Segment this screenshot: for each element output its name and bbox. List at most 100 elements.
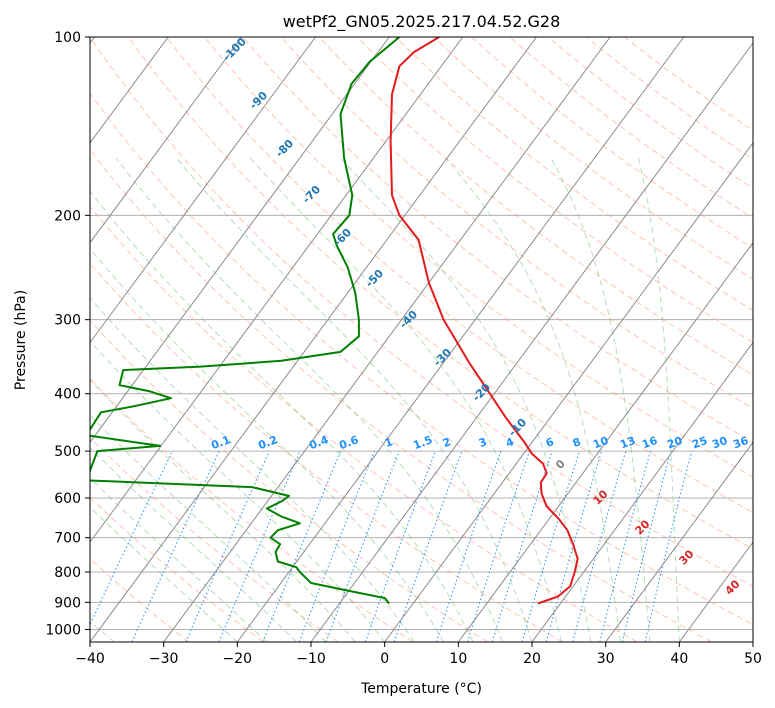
y-tick-label: 700 (54, 531, 81, 547)
dry-adiabat (166, 37, 753, 514)
moist-adiabat (550, 157, 651, 642)
dry-adiabat (90, 205, 638, 642)
pressure-gridlines (90, 37, 753, 630)
moist-adiabat (445, 157, 621, 642)
dry-adiabat (242, 37, 753, 443)
isotherm (605, 441, 753, 642)
isotherm (310, 42, 753, 642)
moist-adiabat (249, 157, 562, 642)
x-tick-label: 40 (670, 651, 688, 667)
mixing-ratio-line (364, 450, 436, 642)
dry-adiabat (90, 37, 753, 587)
mixing-ratio-label: 3 (477, 435, 489, 450)
mixing-ratio-label: 1.5 (411, 433, 434, 452)
isotherm-label: 10 (591, 487, 611, 507)
mixing-ratio-line (131, 450, 220, 642)
isotherm (90, 37, 464, 544)
temperature-profile-line (389, 37, 579, 605)
mixing-ratio-line (572, 450, 627, 642)
dry-adiabat (90, 377, 414, 642)
isotherm-label: -20 (470, 381, 493, 404)
dry-adiabat (509, 37, 753, 219)
mixing-ratio-label: 30 (710, 434, 729, 452)
y-tick-label: 300 (54, 313, 81, 329)
y-tick-label: 800 (54, 565, 81, 581)
x-axis-ticks: −40 −30 −20 −10 0 10 20 30 40 50 (75, 642, 762, 667)
isotherm (90, 37, 169, 144)
mixing-ratio-label: 1 (383, 435, 395, 450)
y-tick-label: 1000 (45, 622, 81, 638)
isotherm-label: 40 (723, 577, 743, 597)
dry-adiabat (90, 262, 563, 642)
y-tick-label: 200 (54, 208, 81, 224)
x-tick-label: −30 (149, 651, 179, 667)
mixing-ratio-line (435, 450, 502, 642)
mixing-ratio-label: 25 (690, 434, 709, 451)
x-tick-label: 20 (523, 651, 541, 667)
dry-adiabat (547, 37, 753, 190)
mixing-ratio-label: 0.6 (337, 433, 360, 452)
x-tick-label: −40 (75, 651, 105, 667)
plot-area: -100-90-80-70-60-50-40-30-20-10010203040… (90, 37, 753, 642)
y-tick-label: 600 (54, 491, 81, 507)
mixing-ratio-line (298, 450, 375, 642)
moist-adiabat (115, 157, 503, 642)
dry-adiabat (471, 37, 753, 249)
y-axis-label: Pressure (hPa) (13, 290, 29, 390)
dry-adiabat (395, 37, 753, 312)
dry-adiabat (90, 319, 488, 642)
dry-adiabat (356, 37, 753, 344)
isotherm (163, 37, 611, 642)
isotherm (90, 37, 390, 444)
dry-adiabat (90, 496, 264, 642)
moist-adiabat (90, 414, 327, 642)
mixing-ratio-line (599, 450, 651, 642)
isotherm (90, 37, 243, 244)
dry-adiabat (90, 436, 339, 642)
mixing-ratio-line (185, 450, 270, 642)
moist-adiabat (637, 157, 680, 642)
mixing-ratio-line (325, 450, 400, 642)
isotherm-label: -30 (431, 346, 454, 369)
moist-adiabat (90, 297, 415, 642)
moist-adiabat (339, 157, 592, 642)
isotherm (457, 241, 753, 642)
y-axis-ticks: 100 200 300 400 500 600 700 800 900 1000 (45, 30, 90, 638)
mixing-ratio-label: 13 (618, 434, 637, 451)
moist-adiabat (90, 247, 445, 642)
mixing-ratio-labels: 0.1 0.2 0.4 0.6 1 1.5 2 3 4 6 8 10 13 16 20 25 30 36 (209, 433, 750, 452)
mixing-ratio-lines (90, 450, 693, 642)
isotherm (752, 641, 753, 642)
isotherm (90, 37, 316, 344)
isotherm (90, 37, 537, 642)
isotherm-label: -70 (300, 183, 323, 206)
y-tick-label: 100 (54, 30, 81, 46)
isotherms (90, 37, 753, 642)
dry-adiabat (204, 37, 753, 478)
x-tick-label: 30 (597, 651, 615, 667)
x-tick-label: 10 (449, 651, 467, 667)
mixing-ratio-label: 8 (571, 435, 583, 450)
y-tick-label: 500 (54, 444, 81, 460)
mixing-ratio-label: 4 (504, 435, 516, 450)
isotherm (678, 541, 753, 642)
mixing-ratio-line (218, 450, 301, 642)
mixing-ratio-line (393, 450, 463, 642)
mixing-ratio-line (644, 450, 693, 642)
dry-adiabat (90, 148, 712, 642)
mixing-ratio-label: 6 (544, 435, 556, 450)
isotherm-label: 20 (633, 517, 653, 537)
y-tick-label: 900 (54, 595, 81, 611)
moist-adiabat (176, 157, 533, 642)
mixing-ratio-line (521, 450, 580, 642)
dry-adiabat (623, 37, 753, 132)
plot-frame (89, 36, 754, 643)
x-tick-label: −20 (223, 651, 253, 667)
moist-adiabat (90, 379, 356, 642)
x-axis-label: Temperature (°C) (360, 681, 482, 697)
mixing-ratio-line (467, 450, 530, 642)
moist-adiabat (90, 340, 386, 642)
x-tick-label: 50 (744, 651, 762, 667)
sounding-profiles (90, 37, 579, 605)
